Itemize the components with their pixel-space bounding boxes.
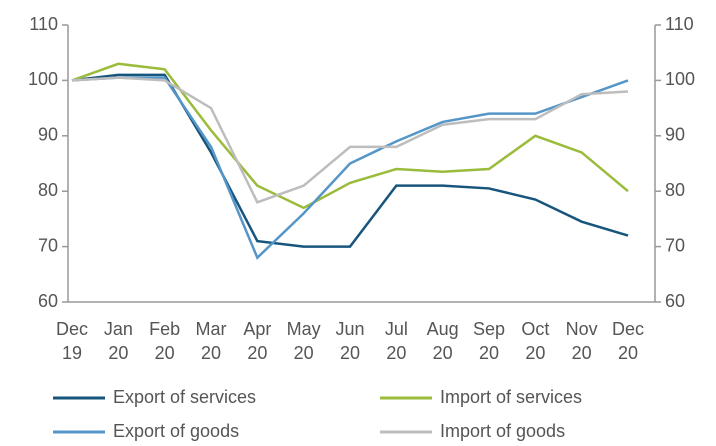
y2-tick-label: 110 bbox=[665, 14, 694, 34]
x-tick-label: Aug 20 bbox=[427, 319, 459, 363]
x-tick-label: Jul 20 bbox=[385, 319, 408, 363]
y-tick-label: 70 bbox=[38, 235, 58, 255]
legend-label: Export of services bbox=[113, 387, 256, 407]
y2-tick-label: 100 bbox=[665, 69, 695, 89]
legend-label: Import of goods bbox=[440, 421, 565, 441]
x-tick-label: Sep 20 bbox=[473, 319, 505, 363]
y-tick-label: 90 bbox=[38, 125, 58, 145]
x-tick-label: Jan 20 bbox=[104, 319, 133, 363]
x-tick-label: Feb 20 bbox=[149, 319, 180, 363]
x-tick-label: Apr 20 bbox=[243, 319, 271, 363]
line-series bbox=[71, 73, 629, 248]
y-tick-label: 80 bbox=[38, 180, 58, 200]
y2-tick-label: 70 bbox=[665, 235, 685, 255]
line-series bbox=[71, 76, 629, 204]
y-tick-label: 110 bbox=[29, 14, 58, 34]
legend-label: Import of services bbox=[440, 387, 582, 407]
y2-tick-label: 90 bbox=[665, 125, 685, 145]
y-tick-label: 60 bbox=[38, 291, 58, 311]
x-tick-label: Oct 20 bbox=[521, 319, 549, 363]
y2-tick-label: 60 bbox=[665, 291, 685, 311]
x-tick-label: May 20 bbox=[287, 319, 321, 363]
x-tick-label: Jun 20 bbox=[335, 319, 364, 363]
x-tick-label: Dec 19 bbox=[56, 319, 88, 363]
x-tick-label: Nov 20 bbox=[566, 319, 598, 363]
y2-tick-label: 80 bbox=[665, 180, 685, 200]
x-tick-label: Dec 20 bbox=[612, 319, 644, 363]
y-tick-label: 100 bbox=[28, 69, 58, 89]
line-series bbox=[71, 62, 629, 210]
line-series bbox=[71, 76, 629, 260]
legend-label: Export of goods bbox=[113, 421, 239, 441]
x-tick-label: Mar 20 bbox=[196, 319, 227, 363]
